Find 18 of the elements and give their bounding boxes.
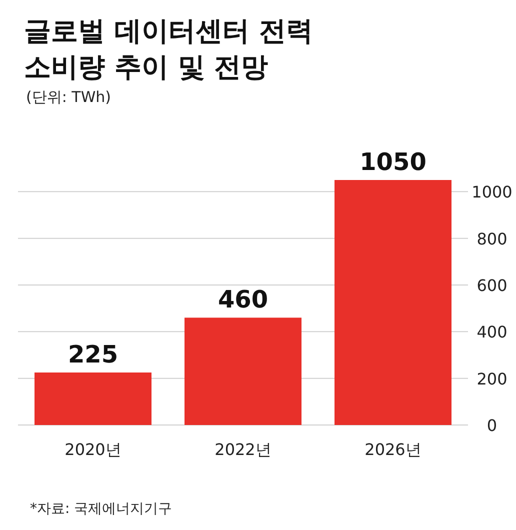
- y-tick-label: 400: [476, 322, 508, 342]
- chart-title: 글로벌 데이터센터 전력 소비량 추이 및 전망: [24, 15, 314, 85]
- y-tick-label: 800: [476, 229, 508, 248]
- text: *자료: 국제에너지기구: [30, 500, 172, 518]
- y-tick-label: 0: [486, 416, 498, 435]
- data-label: 225: [68, 340, 118, 368]
- data-label: 1050: [360, 148, 426, 176]
- y-tick-label: 600: [476, 276, 508, 295]
- data-label: 460: [218, 286, 268, 314]
- y-tick-label: 200: [476, 369, 508, 388]
- y-tick-label: 1000: [472, 182, 512, 202]
- chart-subtitle: (단위: TWh): [26, 88, 112, 107]
- bar: [334, 180, 452, 425]
- x-tick-label: 2020년: [64, 440, 122, 459]
- bar: [34, 372, 152, 425]
- x-tick-label: 2026년: [364, 440, 422, 459]
- bar: [184, 318, 302, 425]
- x-tick-label: 2022년: [214, 440, 272, 459]
